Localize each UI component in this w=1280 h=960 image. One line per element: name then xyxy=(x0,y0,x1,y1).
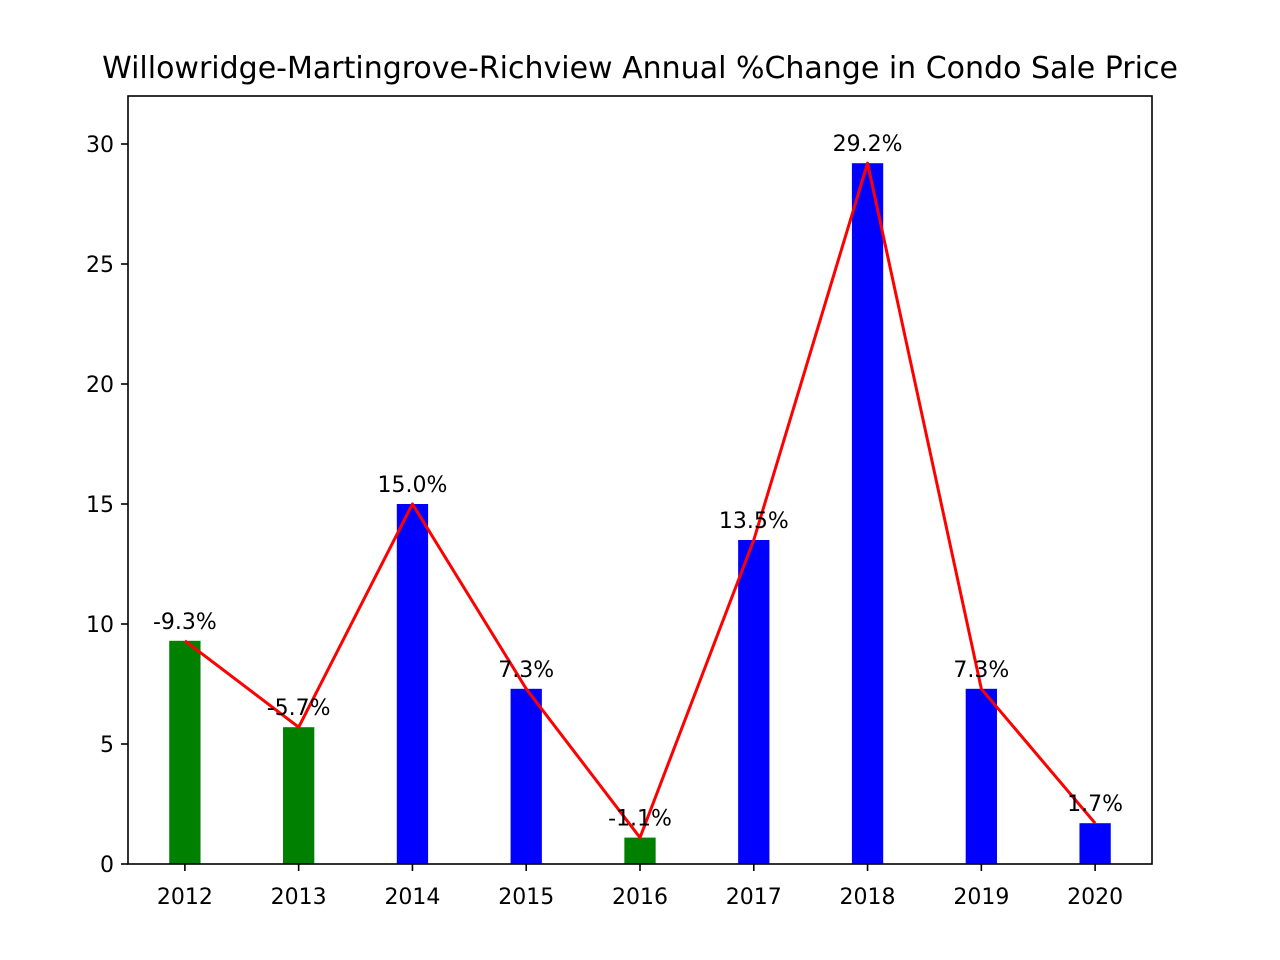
data-label-2012: -9.3% xyxy=(153,610,217,635)
bar-2014 xyxy=(396,504,429,864)
y-tick-label: 0 xyxy=(100,853,114,878)
data-label-2016: -1.1% xyxy=(608,807,672,832)
x-tick-label-2012: 2012 xyxy=(157,885,213,910)
x-tick-label-2013: 2013 xyxy=(271,885,327,910)
x-tick-label-2015: 2015 xyxy=(498,885,554,910)
bars-group xyxy=(169,163,1111,864)
y-tick-label: 25 xyxy=(86,253,114,278)
data-label-2017: 13.5% xyxy=(719,509,789,534)
x-tick-label-2019: 2019 xyxy=(953,885,1009,910)
x-tick-label-2020: 2020 xyxy=(1067,885,1123,910)
x-tick-label-2018: 2018 xyxy=(840,885,896,910)
bar-2012 xyxy=(169,640,201,864)
y-tick-label: 5 xyxy=(100,733,114,758)
trend-line xyxy=(183,161,1097,840)
y-tick-label: 30 xyxy=(86,133,114,158)
x-tick-label-2017: 2017 xyxy=(726,885,782,910)
x-tick-label-2016: 2016 xyxy=(612,885,668,910)
bar-2016 xyxy=(624,837,656,864)
bar-2020 xyxy=(1079,823,1111,864)
data-label-2014: 15.0% xyxy=(377,473,447,498)
data-label-2013: -5.7% xyxy=(267,696,331,721)
bar-2015 xyxy=(510,688,542,864)
y-tick-label: 20 xyxy=(86,373,114,398)
trend-line-group xyxy=(183,161,1097,840)
bar-2013 xyxy=(283,727,315,864)
y-tick-label: 10 xyxy=(86,613,114,638)
x-tick-label-2014: 2014 xyxy=(384,885,440,910)
bar-2018 xyxy=(851,163,884,864)
x-axis: 2012 2013 2014 2015 2016 2017 2018 2019 2020 xyxy=(157,864,1123,910)
plot-frame xyxy=(127,95,1153,865)
data-label-2015: 7.3% xyxy=(498,658,554,683)
data-labels-group: -9.3% -5.7% 15.0% 7.3% -1.1% 13.5% 29.2% 7.3% 1.… xyxy=(153,132,1123,831)
y-tick-label: 15 xyxy=(86,493,114,518)
y-axis: 0 5 10 15 20 25 30 xyxy=(86,133,128,878)
data-label-2018: 29.2% xyxy=(833,132,903,157)
bar-2017 xyxy=(738,540,770,864)
chart-title: Willowridge-Martingrove-Richview Annual … xyxy=(102,51,1178,86)
bar-2019 xyxy=(965,688,997,864)
data-label-2019: 7.3% xyxy=(953,658,1009,683)
data-label-2020: 1.7% xyxy=(1067,792,1123,817)
